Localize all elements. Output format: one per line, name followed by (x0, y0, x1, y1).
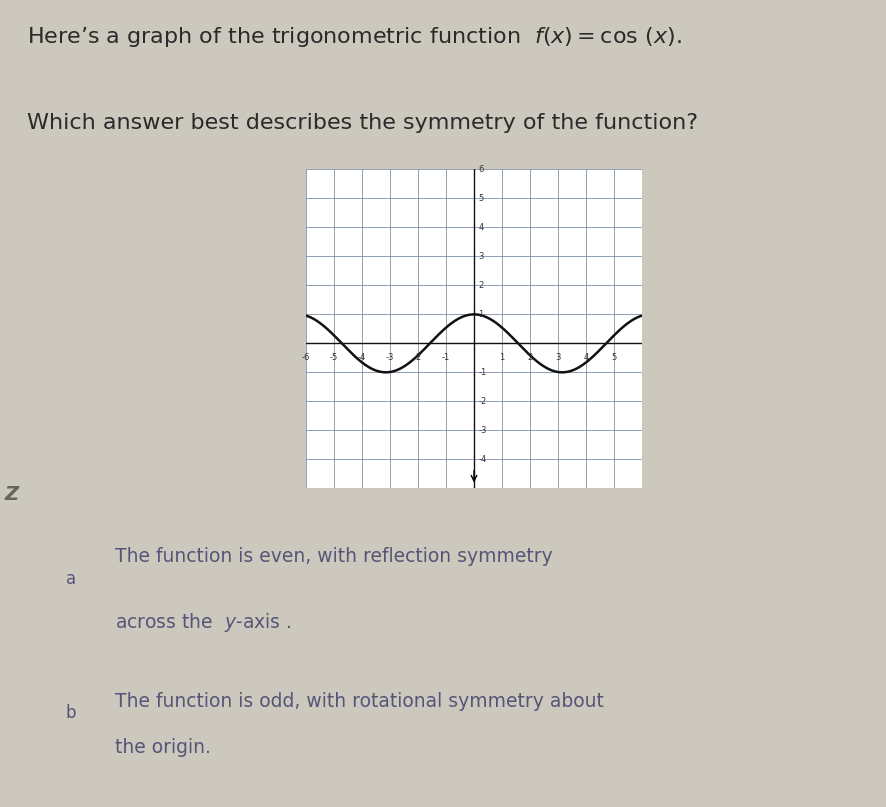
Text: 4: 4 (584, 353, 589, 362)
Text: 2: 2 (478, 281, 484, 290)
Text: -3: -3 (385, 353, 394, 362)
Text: 6: 6 (478, 165, 484, 174)
Text: -4: -4 (358, 353, 366, 362)
Text: 4: 4 (478, 223, 484, 232)
Text: The function is even, with reflection symmetry: The function is even, with reflection sy… (115, 546, 553, 566)
Text: across the  $y$-axis .: across the $y$-axis . (115, 611, 291, 633)
Text: 3: 3 (556, 353, 561, 362)
Text: 2: 2 (527, 353, 532, 362)
Text: Z: Z (4, 485, 19, 504)
Text: 1: 1 (500, 353, 505, 362)
Text: The function is odd, with rotational symmetry about: The function is odd, with rotational sym… (115, 692, 604, 711)
Text: a: a (66, 571, 76, 588)
Text: -2: -2 (478, 397, 486, 406)
Text: b: b (66, 705, 76, 722)
Text: 5: 5 (611, 353, 617, 362)
Text: 1: 1 (478, 310, 484, 319)
Text: -6: -6 (301, 353, 310, 362)
Text: -1: -1 (442, 353, 450, 362)
Text: -1: -1 (478, 368, 486, 377)
Text: 3: 3 (478, 252, 484, 261)
Text: Which answer best describes the symmetry of the function?: Which answer best describes the symmetry… (27, 113, 697, 133)
Text: -5: -5 (330, 353, 338, 362)
Text: 5: 5 (478, 194, 484, 203)
Text: -4: -4 (478, 455, 486, 464)
Text: Here’s a graph of the trigonometric function  $f(x) = \cos\,(x)$.: Here’s a graph of the trigonometric func… (27, 24, 681, 49)
Text: the origin.: the origin. (115, 738, 211, 757)
Text: -2: -2 (414, 353, 422, 362)
Text: -3: -3 (478, 426, 486, 435)
